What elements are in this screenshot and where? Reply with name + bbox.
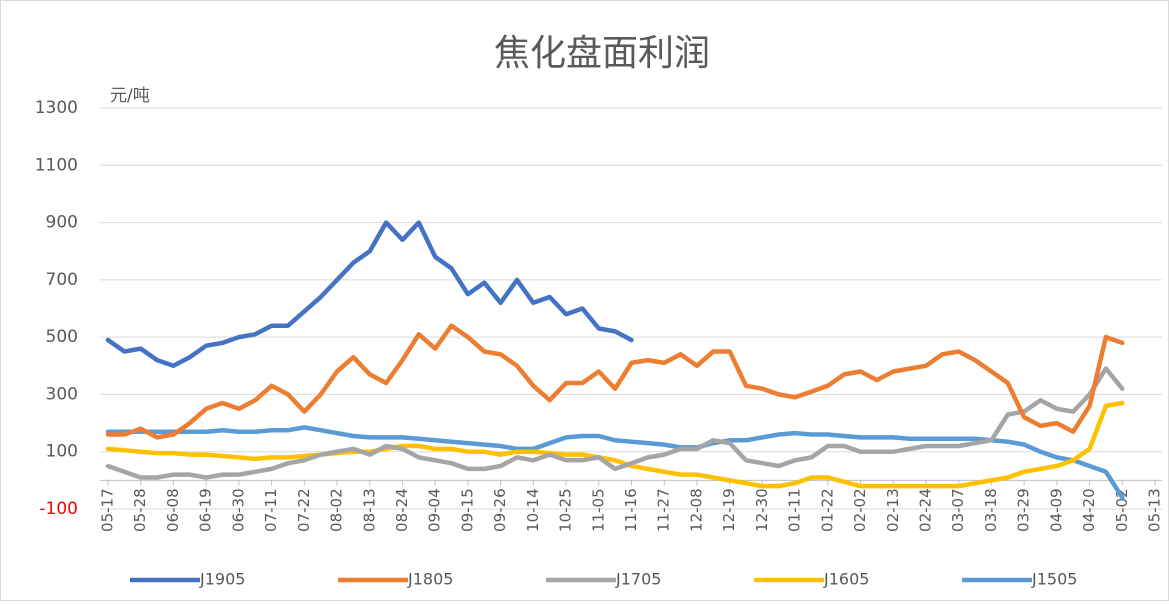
- series-line: [105, 400, 1125, 489]
- legend-label: J1905: [199, 570, 245, 589]
- x-tick-label: 05-17: [99, 488, 117, 532]
- legend-label: J1705: [615, 570, 661, 589]
- y-tick-label: 1300: [35, 98, 78, 118]
- y-tick-label: 300: [46, 384, 78, 404]
- x-tick-label: 03-07: [949, 488, 967, 532]
- x-tick-label: 09-04: [426, 488, 444, 532]
- x-tick-label: 02-24: [916, 488, 934, 532]
- x-tick-label: 09-26: [491, 488, 509, 532]
- x-tick-label: 06-08: [164, 488, 182, 532]
- x-tick-label: 12-19: [720, 488, 738, 532]
- x-tick-label: 05-02: [1113, 488, 1131, 532]
- y-tick-label: 700: [46, 270, 78, 290]
- y-tick-label: 500: [46, 327, 78, 347]
- x-tick-label: 02-02: [851, 488, 869, 532]
- x-tick-label: 01-11: [786, 488, 804, 532]
- x-tick-label: 08-02: [328, 488, 346, 532]
- series-line: [105, 323, 1125, 440]
- x-tick-label: 08-24: [393, 488, 411, 532]
- y-tick-label: 900: [46, 213, 78, 233]
- legend-label: J1605: [823, 570, 869, 589]
- x-tick-label: 03-29: [1015, 488, 1033, 532]
- x-tick-label: 09-15: [458, 488, 476, 532]
- y-tick-label: -100: [39, 499, 78, 519]
- y-tick-label: 100: [46, 442, 78, 462]
- x-tick-label: 11-16: [622, 488, 640, 532]
- x-tick-label: 07-11: [262, 488, 280, 532]
- x-tick-label: 06-30: [229, 488, 247, 532]
- x-tick-label: 04-09: [1047, 488, 1065, 532]
- x-tick-label: 01-22: [818, 488, 836, 532]
- series-line: [105, 425, 1125, 500]
- legend-label: J1505: [1031, 570, 1077, 589]
- x-tick-label: 11-27: [655, 488, 673, 532]
- x-tick-label: 12-08: [687, 488, 705, 532]
- x-tick-label: 04-20: [1080, 488, 1098, 532]
- x-tick-label: 03-18: [982, 488, 1000, 532]
- x-tick-label: 12-30: [753, 488, 771, 532]
- y-tick-label: 1100: [35, 155, 78, 175]
- x-tick-label: 02-13: [884, 488, 902, 532]
- x-tick-label: 10-14: [524, 488, 542, 532]
- series-line: [105, 220, 634, 369]
- x-tick-label: 10-25: [557, 488, 575, 532]
- x-tick-label: 05-13: [1146, 488, 1164, 532]
- legend-label: J1805: [407, 570, 453, 589]
- chart-title: 焦化盘面利润: [494, 33, 710, 74]
- x-tick-label: 07-22: [295, 488, 313, 532]
- x-tick-label: 05-28: [131, 488, 149, 532]
- x-tick-label: 06-19: [197, 488, 215, 532]
- x-tick-label: 11-05: [589, 488, 607, 532]
- x-tick-label: 08-13: [360, 488, 378, 532]
- series-line: [105, 366, 1125, 480]
- y-unit: 元/吨: [110, 86, 150, 106]
